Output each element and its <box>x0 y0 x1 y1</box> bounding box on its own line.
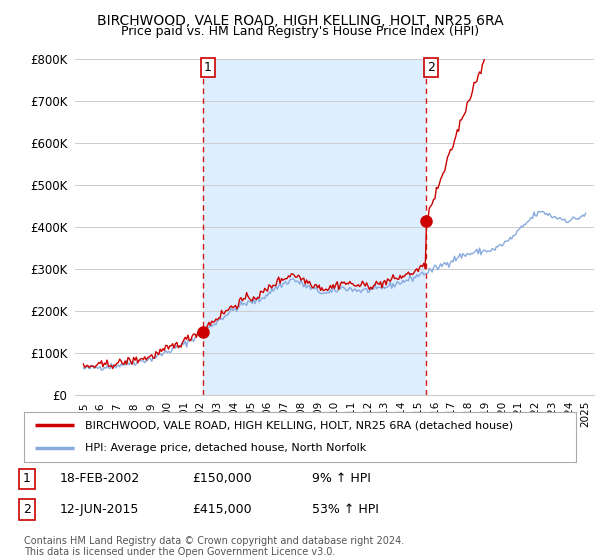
Text: BIRCHWOOD, VALE ROAD, HIGH KELLING, HOLT, NR25 6RA: BIRCHWOOD, VALE ROAD, HIGH KELLING, HOLT… <box>97 14 503 28</box>
Text: 1: 1 <box>204 60 212 74</box>
Text: 18-FEB-2002: 18-FEB-2002 <box>60 472 140 486</box>
Text: Contains HM Land Registry data © Crown copyright and database right 2024.
This d: Contains HM Land Registry data © Crown c… <box>24 535 404 557</box>
Text: 1: 1 <box>23 472 31 486</box>
Text: 2: 2 <box>427 60 435 74</box>
Text: 53% ↑ HPI: 53% ↑ HPI <box>312 503 379 516</box>
Text: £150,000: £150,000 <box>192 472 252 486</box>
Text: Price paid vs. HM Land Registry's House Price Index (HPI): Price paid vs. HM Land Registry's House … <box>121 25 479 38</box>
Text: 12-JUN-2015: 12-JUN-2015 <box>60 503 139 516</box>
Text: £415,000: £415,000 <box>192 503 251 516</box>
Text: HPI: Average price, detached house, North Norfolk: HPI: Average price, detached house, Nort… <box>85 444 366 454</box>
Text: 2: 2 <box>23 503 31 516</box>
Text: BIRCHWOOD, VALE ROAD, HIGH KELLING, HOLT, NR25 6RA (detached house): BIRCHWOOD, VALE ROAD, HIGH KELLING, HOLT… <box>85 420 513 430</box>
Bar <box>203 59 426 395</box>
Text: 9% ↑ HPI: 9% ↑ HPI <box>312 472 371 486</box>
